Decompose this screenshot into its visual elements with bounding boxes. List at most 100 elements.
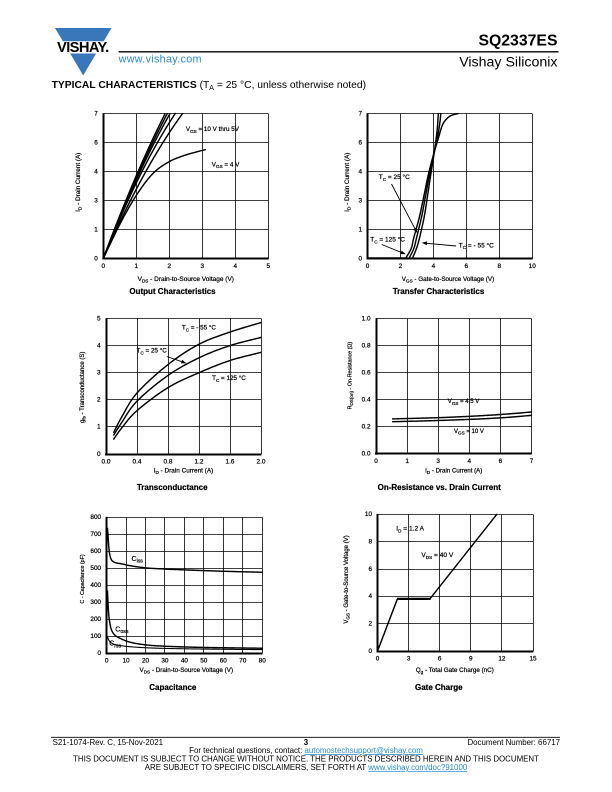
svg-text:VGS = 10 V: VGS = 10 V [454, 429, 484, 436]
svg-text:15: 15 [529, 656, 537, 663]
svg-text:VGS = 10 V thru 5V: VGS = 10 V thru 5V [186, 126, 240, 134]
svg-text:VGS = 4 V: VGS = 4 V [212, 161, 240, 169]
svg-text:10: 10 [365, 511, 373, 518]
svg-text:Transfer Characteristics: Transfer Characteristics [393, 287, 485, 296]
svg-text:800: 800 [90, 514, 101, 521]
svg-text:4: 4 [368, 593, 372, 600]
svg-text:200: 200 [90, 616, 101, 623]
svg-text:4: 4 [468, 458, 472, 465]
svg-text:50: 50 [200, 658, 208, 665]
svg-text:6: 6 [465, 263, 469, 270]
svg-text:7: 7 [358, 110, 362, 117]
svg-text:2.0: 2.0 [257, 459, 266, 466]
svg-text:0.6: 0.6 [362, 370, 371, 377]
svg-text:3: 3 [97, 370, 101, 377]
svg-text:12: 12 [498, 656, 506, 663]
svg-text:TC = - 55 °C: TC = - 55 °C [182, 324, 216, 333]
svg-text:VDS - Drain-to-Source Voltage: VDS - Drain-to-Source Voltage (V) [140, 667, 234, 675]
svg-text:3: 3 [94, 197, 98, 204]
svg-text:www.vishay.com: www.vishay.com [118, 53, 202, 65]
svg-text:VDS - Drain-to-Source Voltage: VDS - Drain-to-Source Voltage (V) [138, 276, 234, 284]
svg-text:ID - Drain Current (A): ID - Drain Current (A) [425, 467, 482, 475]
svg-text:0.0: 0.0 [362, 451, 371, 458]
svg-text:TC = 25 °C: TC = 25 °C [379, 173, 410, 182]
svg-text:Capacitance: Capacitance [149, 683, 197, 692]
svg-text:Output Characteristics: Output Characteristics [129, 287, 216, 296]
svg-text:5: 5 [97, 315, 101, 322]
svg-text:TC = - 55 °C: TC = - 55 °C [459, 241, 494, 250]
svg-text:8: 8 [368, 539, 372, 546]
svg-text:0: 0 [374, 458, 378, 465]
svg-text:VGS - Gate-to-Source Voltage (: VGS - Gate-to-Source Voltage (V) [344, 535, 351, 623]
svg-text:2: 2 [399, 263, 403, 270]
svg-text:0: 0 [97, 451, 101, 458]
svg-text:VDS = 40 V: VDS = 40 V [421, 552, 453, 560]
svg-text:6: 6 [358, 139, 362, 146]
svg-text:0: 0 [94, 255, 98, 262]
svg-text:TYPICAL CHARACTERISTICS (TA =: TYPICAL CHARACTERISTICS (TA = 25 °C, unl… [52, 80, 366, 92]
svg-text:6: 6 [438, 656, 442, 663]
svg-text:4: 4 [94, 168, 98, 175]
svg-text:6: 6 [94, 139, 98, 146]
svg-text:ID - Drain Current (A): ID - Drain Current (A) [75, 153, 83, 212]
svg-text:1: 1 [94, 226, 98, 233]
svg-text:2: 2 [97, 397, 101, 404]
svg-text:400: 400 [90, 582, 101, 589]
svg-text:0: 0 [358, 255, 362, 262]
svg-text:0.8: 0.8 [362, 343, 371, 350]
svg-text:TC = 125 °C: TC = 125 °C [370, 236, 405, 245]
svg-text:1.2: 1.2 [195, 459, 204, 466]
svg-text:2: 2 [168, 263, 172, 270]
svg-text:ID - Drain Current (A): ID - Drain Current (A) [154, 467, 213, 475]
svg-text:4: 4 [358, 168, 362, 175]
svg-text:0.4: 0.4 [133, 459, 142, 466]
svg-text:70: 70 [239, 658, 247, 665]
svg-text:500: 500 [90, 565, 101, 572]
svg-text:30: 30 [161, 658, 169, 665]
svg-text:2: 2 [368, 621, 372, 628]
svg-text:5: 5 [267, 263, 271, 270]
svg-text:0: 0 [98, 650, 102, 657]
svg-text:TC = 25 °C: TC = 25 °C [137, 347, 168, 356]
svg-text:60: 60 [220, 658, 228, 665]
svg-text:20: 20 [142, 658, 150, 665]
svg-text:Coss: Coss [115, 626, 129, 635]
svg-text:40: 40 [181, 658, 189, 665]
svg-text:100: 100 [90, 633, 101, 640]
svg-text:VISHAY.: VISHAY. [57, 40, 109, 56]
svg-text:Ciss: Ciss [132, 556, 144, 565]
svg-text:VGS = 4.5 V: VGS = 4.5 V [448, 399, 480, 406]
svg-text:0.4: 0.4 [362, 397, 371, 404]
svg-text:S21-1074-Rev. C, 15-Nov-2021: S21-1074-Rev. C, 15-Nov-2021 [53, 738, 163, 747]
svg-text:600: 600 [90, 548, 101, 555]
svg-text:0.0: 0.0 [102, 459, 111, 466]
svg-text:3: 3 [304, 738, 309, 747]
svg-text:80: 80 [259, 658, 267, 665]
svg-text:Document Number: 66717: Document Number: 66717 [467, 738, 560, 747]
svg-text:3: 3 [358, 197, 362, 204]
svg-text:1.6: 1.6 [226, 459, 235, 466]
svg-text:700: 700 [90, 531, 101, 538]
svg-text:3: 3 [436, 458, 440, 465]
svg-text:Vishay Siliconix: Vishay Siliconix [459, 54, 557, 70]
svg-text:RDS(on) - On-Resistance (Ω): RDS(on) - On-Resistance (Ω) [348, 342, 355, 410]
svg-text:1.0: 1.0 [362, 316, 371, 323]
svg-text:gfs - Transconductance (S): gfs - Transconductance (S) [80, 352, 87, 423]
svg-text:7: 7 [94, 110, 98, 117]
svg-text:4: 4 [432, 263, 436, 270]
svg-text:10: 10 [529, 263, 537, 270]
svg-text:TC = 125 °C: TC = 125 °C [212, 374, 246, 383]
svg-text:1: 1 [97, 424, 101, 431]
svg-text:Crss: Crss [109, 641, 121, 650]
svg-text:ID - Drain Current (A): ID - Drain Current (A) [344, 153, 352, 212]
svg-text:THIS DOCUMENT IS SUBJECT TO CH: THIS DOCUMENT IS SUBJECT TO CHANGE WITHO… [73, 755, 539, 764]
svg-text:ID = 1.2 A: ID = 1.2 A [396, 526, 424, 534]
svg-text:ARE SUBJECT TO SPECIFIC DISCLA: ARE SUBJECT TO SPECIFIC DISCLAIMERS, SET… [145, 763, 468, 772]
svg-text:10: 10 [122, 658, 130, 665]
svg-text:SQ2337ES: SQ2337ES [478, 32, 557, 49]
svg-text:0: 0 [105, 658, 109, 665]
svg-text:8: 8 [498, 263, 502, 270]
svg-text:6: 6 [499, 458, 503, 465]
svg-text:4: 4 [97, 342, 101, 349]
svg-text:0: 0 [376, 656, 380, 663]
